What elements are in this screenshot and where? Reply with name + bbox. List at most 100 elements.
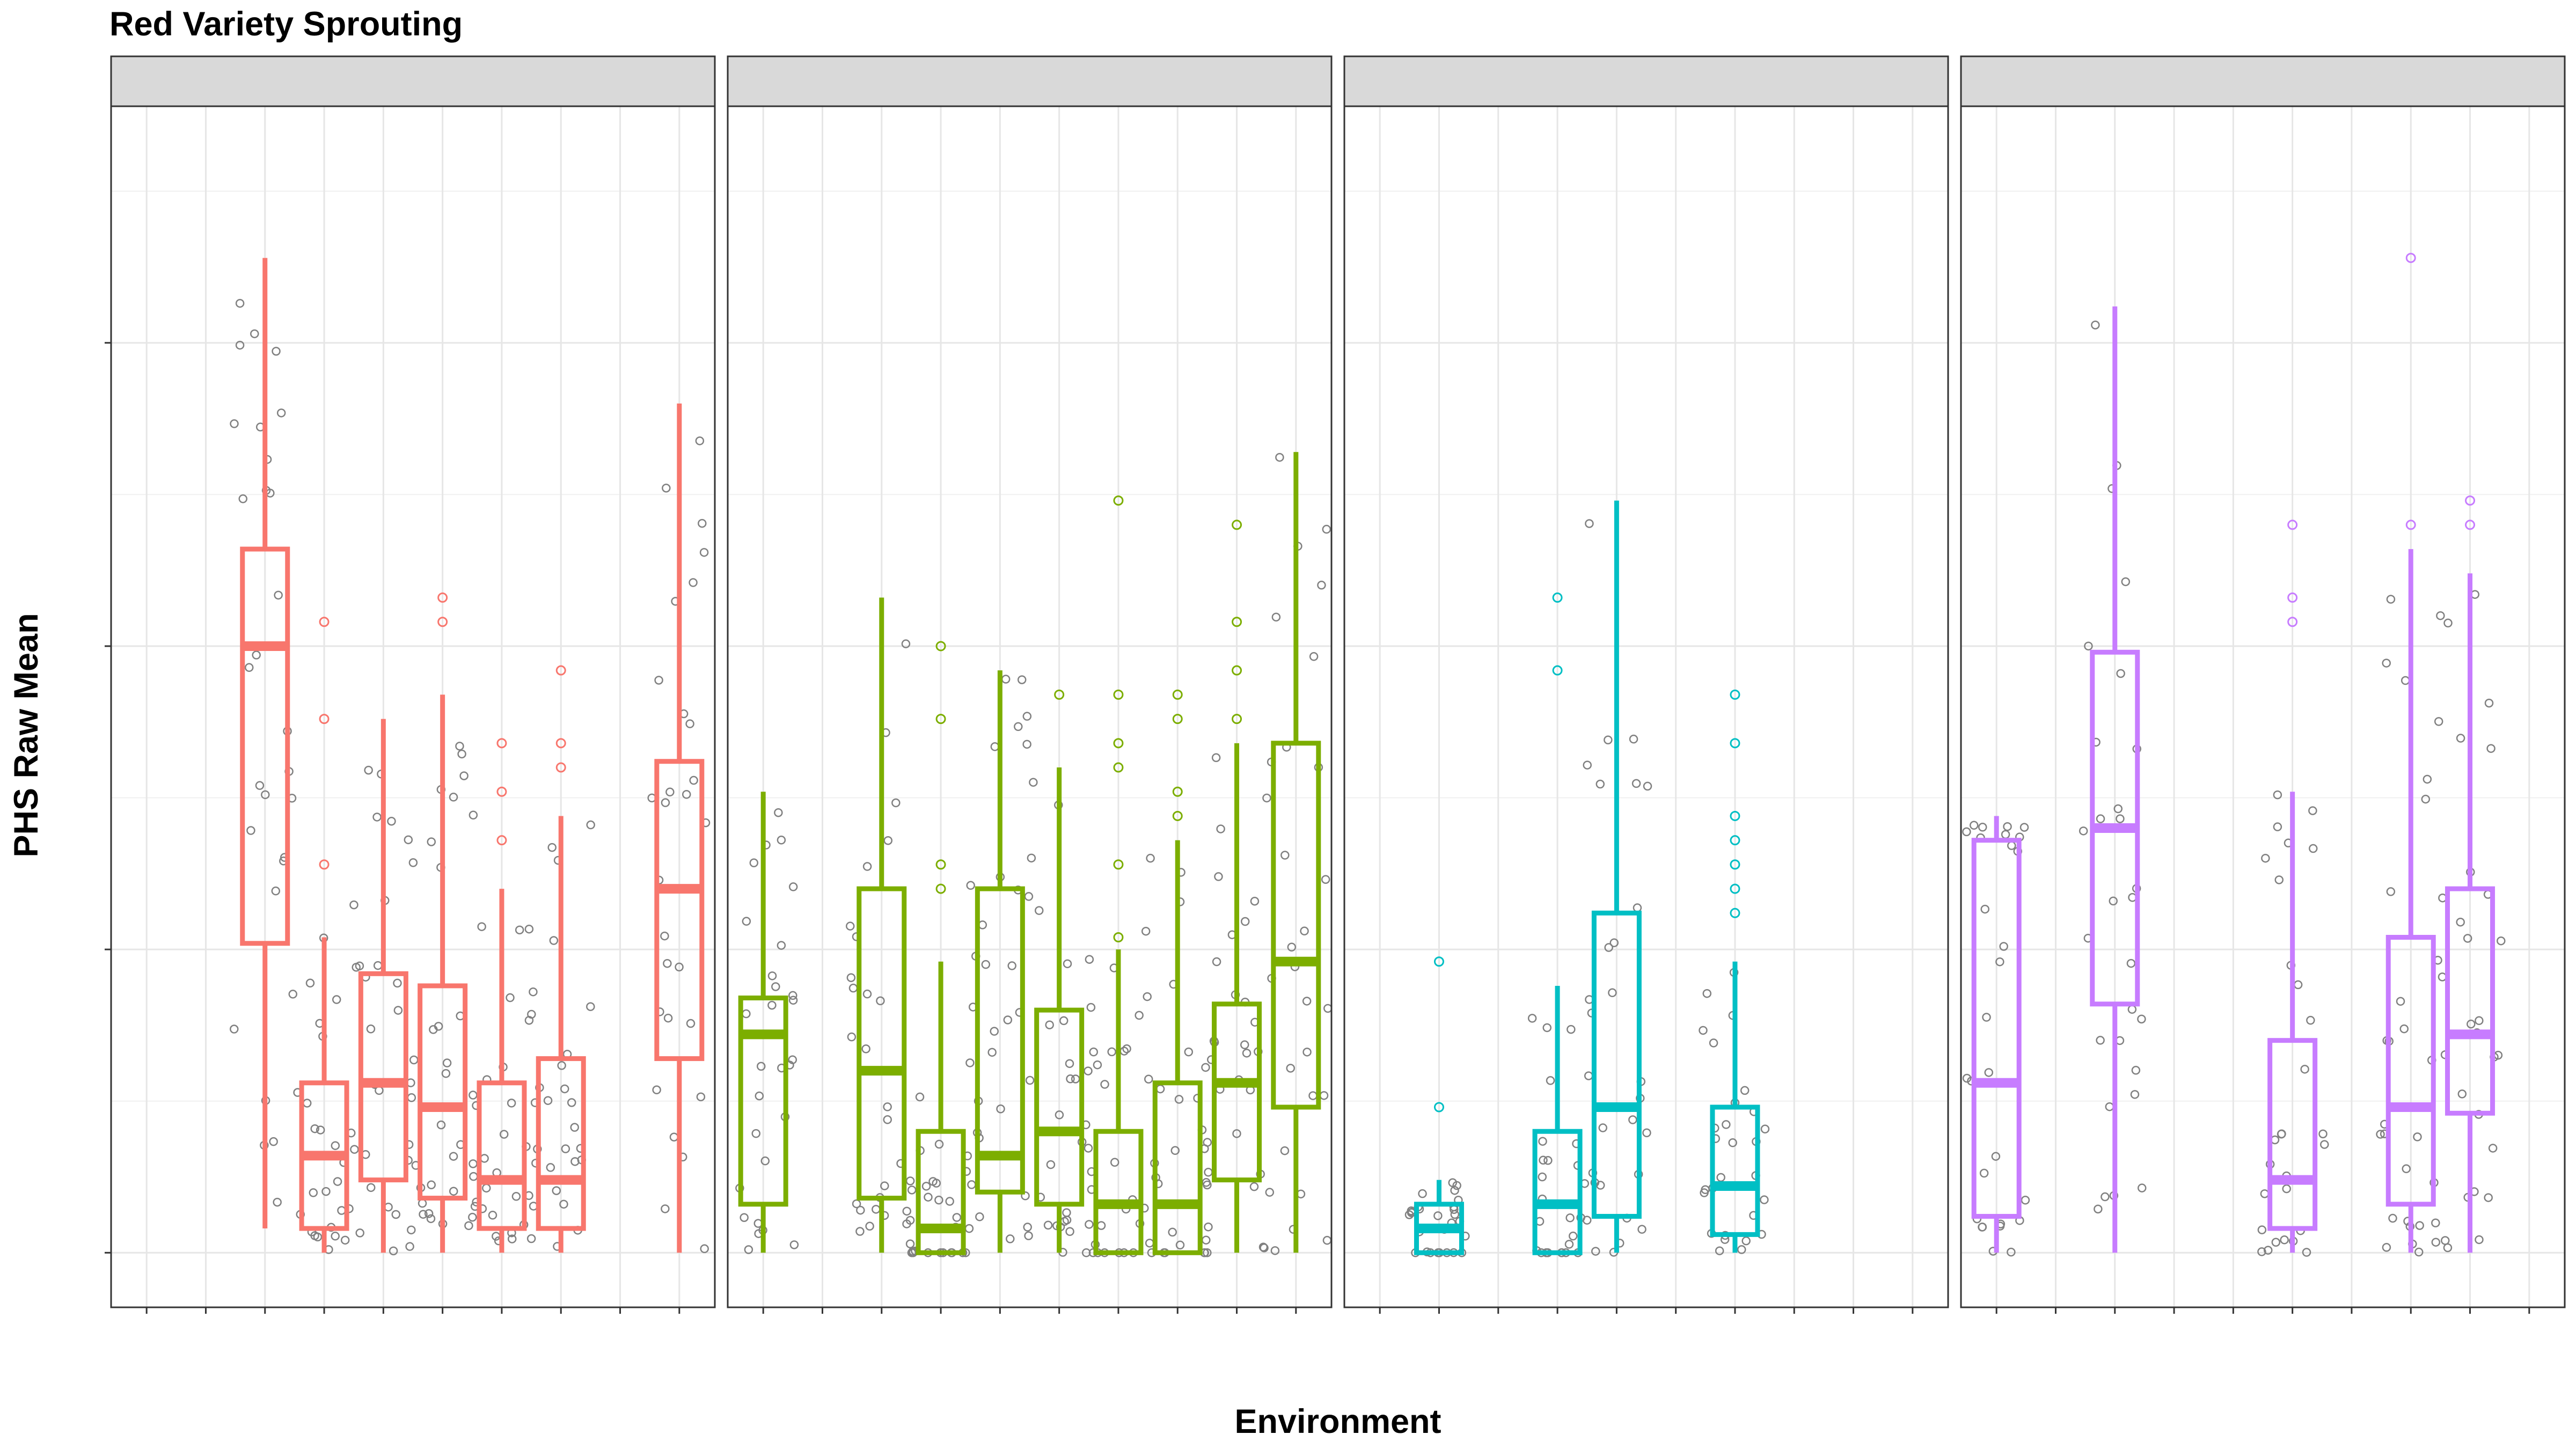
jitter-point	[1071, 1074, 1080, 1084]
jitter-point	[862, 989, 872, 999]
jitter-point	[515, 925, 524, 935]
jitter-point	[1452, 1181, 1461, 1190]
jitter-point	[740, 1213, 749, 1222]
jitter-point	[2423, 774, 2432, 784]
jitter-point	[663, 1013, 673, 1023]
jitter-point	[557, 1061, 566, 1070]
outlier-point	[2405, 253, 2416, 264]
jitter-point	[1240, 1040, 1249, 1050]
y-axis-title: PHS Raw Mean	[8, 613, 45, 857]
jitter-point	[235, 298, 245, 308]
jitter-point	[2277, 1129, 2286, 1139]
jitter-point	[883, 1102, 892, 1111]
jitter-point	[404, 835, 413, 845]
jitter-point	[1170, 1146, 1180, 1155]
chart-title: Red Variety Sprouting	[109, 5, 463, 43]
outlier-point	[1232, 714, 1242, 724]
jitter-point	[310, 1124, 319, 1133]
jitter-point	[1059, 1016, 1069, 1026]
jitter-point	[1598, 1123, 1607, 1132]
jitter-point	[488, 1211, 497, 1220]
jitter-point	[2484, 698, 2494, 708]
jitter-point	[524, 924, 534, 934]
jitter-point	[661, 798, 670, 807]
jitter-point	[902, 1219, 911, 1228]
jitter-point	[1637, 1225, 1646, 1234]
jitter-point	[393, 978, 402, 988]
jitter-point	[1066, 1074, 1075, 1084]
jitter-point	[2091, 320, 2100, 330]
boxplot-snyder-2014	[2267, 519, 2318, 1253]
jitter-point	[250, 329, 259, 339]
outlier-point	[1730, 738, 1740, 749]
jitter-point	[2021, 1195, 2030, 1205]
jitter-point	[2413, 1132, 2422, 1141]
jitter-point	[928, 1177, 938, 1186]
panel-border	[1343, 105, 1949, 1308]
jitter-point	[2456, 734, 2465, 743]
jitter-point	[662, 484, 671, 493]
jitter-point	[459, 771, 469, 780]
outlier-point	[555, 738, 566, 749]
jitter-point	[1991, 1152, 2001, 1161]
jitter-point	[2436, 611, 2445, 620]
jitter-point	[1174, 1095, 1184, 1104]
jitter-point	[1089, 1047, 1099, 1057]
jitter-point	[756, 1062, 766, 1071]
jitter-point	[2019, 823, 2029, 832]
jitter-point	[685, 719, 694, 728]
jitter-point	[230, 419, 239, 428]
outlier-point	[2287, 592, 2298, 603]
jitter-point	[1081, 1248, 1091, 1257]
jitter-point	[570, 1157, 580, 1166]
jitter-point	[2399, 1024, 2409, 1034]
jitter-point	[1962, 827, 1971, 837]
jitter-point	[1025, 1075, 1035, 1085]
box-iqr	[1212, 1001, 1262, 1183]
jitter-point	[2318, 1129, 2328, 1139]
jitter-point	[1978, 1223, 1987, 1232]
jitter-point	[1144, 1074, 1153, 1084]
outlier-point	[1172, 786, 1183, 797]
jitter-point	[449, 1187, 458, 1196]
box-iqr	[654, 759, 705, 1062]
outlier-point	[1730, 835, 1740, 846]
boxplot-ketola-2015	[1093, 495, 1144, 1255]
jitter-point	[305, 978, 315, 988]
box-iqr	[1532, 1129, 1583, 1255]
jitter-point	[1709, 1038, 1718, 1048]
facet-panels	[105, 55, 2566, 1314]
jitter-point	[1249, 1182, 1259, 1191]
jitter-point	[1539, 1155, 1548, 1165]
jitter-point	[1084, 1066, 1093, 1075]
jitter-point	[252, 650, 261, 660]
jitter-point	[934, 1139, 944, 1149]
jitter-point	[1591, 1247, 1600, 1256]
jitter-point	[774, 808, 783, 817]
jitter-point	[2431, 1218, 2440, 1227]
jitter-point	[2280, 1235, 2289, 1245]
jitter-point	[880, 1181, 889, 1190]
jitter-point	[660, 931, 669, 941]
jitter-point	[1216, 824, 1225, 833]
jitter-point	[321, 1187, 331, 1196]
outlier-point	[1113, 762, 1124, 773]
plot-background	[1344, 106, 1948, 1307]
jitter-point	[876, 996, 885, 1006]
outlier-point	[1552, 665, 1563, 676]
jitter-point	[1286, 1064, 1295, 1073]
jitter-point	[1022, 712, 1032, 721]
jitter-point	[2271, 1238, 2281, 1247]
jitter-point	[1546, 1076, 1555, 1085]
jitter-point	[2273, 822, 2282, 831]
jitter-point	[331, 1232, 340, 1241]
boxplot-helfer-2015	[477, 738, 527, 1253]
jitter-point	[777, 836, 786, 845]
jitter-point	[966, 881, 975, 890]
jitter-point	[2257, 1247, 2266, 1256]
boxplot-mcgowen-2015	[1710, 689, 1760, 1253]
boxplot-ketola-2013	[975, 670, 1025, 1253]
jitter-point	[457, 749, 466, 759]
jitter-point	[996, 1104, 1005, 1114]
box-iqr	[240, 546, 290, 946]
